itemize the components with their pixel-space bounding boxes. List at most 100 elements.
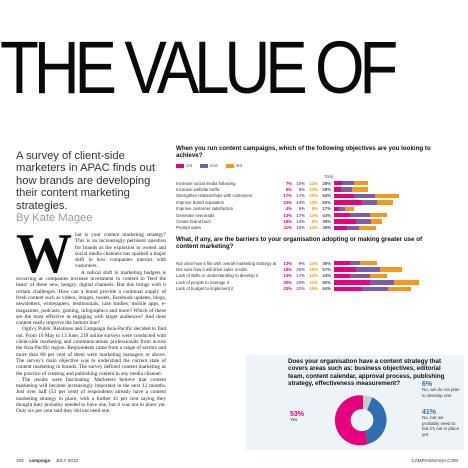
rank-1-value: 13%	[283, 273, 292, 279]
rank-3-value: 13%	[309, 199, 318, 205]
q1-chart: Increase social media following 7% 10% 11% 2…	[176, 180, 468, 231]
rank-3-value: 19%	[309, 267, 318, 273]
bar-segment-2	[347, 225, 360, 231]
q1-row: Create brand buzz 18% 13% 9% 39%	[176, 218, 468, 225]
q1-title: When you run content campaigns, which of…	[176, 145, 431, 160]
row-label: Prompt sales	[176, 225, 202, 231]
rank-2-value: 9%	[298, 187, 305, 193]
body-paragraph: hat is your content marketing strategy? …	[75, 232, 166, 270]
bar-segment-1	[334, 219, 356, 224]
row-label: Increase website traffic	[176, 187, 220, 193]
bar-segment-2	[370, 280, 394, 285]
donut-label-no: 6% No, we do not plan to develop one	[422, 381, 460, 398]
q1-row: Strengthen relationships with customers 1…	[176, 193, 468, 199]
footer-left: 106 campaign JULY 2013	[16, 458, 78, 463]
body-paragraph: The results were fascinating. Marketers …	[16, 376, 166, 415]
bar-segment-1	[334, 261, 350, 266]
footer-site: CAMPAIGNASIA.COM	[411, 458, 458, 463]
rank-3-value: 20%	[309, 193, 318, 199]
bar-segment-2	[355, 219, 372, 224]
q2-row: Not clear how it fits with overall marke…	[176, 260, 468, 266]
bar-segment-2	[349, 273, 370, 279]
rank-1-value: 7%	[285, 180, 292, 186]
total-value: 28%	[322, 187, 331, 193]
rank-2-value: 13%	[296, 199, 305, 205]
donut-slice-1	[334, 395, 368, 446]
total-value: 60%	[322, 279, 331, 285]
rank-3-value: 14%	[309, 225, 318, 231]
page-number: 106	[16, 458, 24, 463]
total-value: 28%	[322, 180, 331, 186]
bar-segment-1	[334, 280, 370, 285]
q1-legend: 1st 2nd 3rd	[176, 163, 242, 168]
total-value: 57%	[322, 267, 331, 273]
q1-row: Improve brand reputation 23% 13% 13% 50%	[176, 199, 468, 206]
rank-2-value: 10%	[296, 225, 305, 231]
bar-segment-1	[334, 286, 362, 291]
rank-3-value: 14%	[309, 260, 318, 266]
bar-segment-2	[349, 261, 361, 266]
rank-2-value: 22%	[296, 286, 305, 292]
q1-row: Prompt sales 11% 10% 14% 36%	[176, 225, 468, 231]
bar-segment-1	[334, 206, 339, 211]
legend-swatch	[225, 163, 234, 168]
row-label: Not clear how it fits with overall marke…	[176, 260, 277, 266]
rank-1-value: 17%	[283, 193, 292, 199]
bar-segment-2	[354, 193, 375, 199]
rank-1-value: 6%	[285, 187, 292, 193]
rank-3-value: 11%	[309, 180, 318, 186]
row-label: Generate new leads	[176, 212, 215, 218]
body-paragraph: Ogilvy Public Relations and Campaign Asi…	[16, 326, 166, 377]
rank-2-value: 17%	[296, 212, 305, 218]
row-label: Lack of budget to implement it	[176, 286, 234, 292]
row-label: Not sure how it will drive sales results	[176, 267, 248, 273]
bar-segment-2	[361, 286, 388, 291]
bar-segment-1	[334, 181, 343, 186]
bar-segment-2	[361, 200, 378, 205]
row-label: Increase social media following	[176, 180, 236, 186]
bar-segment-3	[352, 187, 368, 192]
bar-segment-3	[344, 206, 355, 211]
q2-chart: Not clear how it fits with overall marke…	[176, 260, 468, 292]
rank-1-value: 13%	[283, 212, 292, 218]
legend-item-3rd: 3rd	[225, 163, 242, 168]
q1-row: Increase website traffic 6% 9% 13% 28%	[176, 186, 468, 193]
rank-1-value: 18%	[283, 267, 292, 273]
bar-segment-1	[334, 273, 350, 279]
bar-segment-3	[377, 200, 393, 205]
byline: By Kate Magee	[16, 212, 93, 224]
total-value: 36%	[322, 225, 331, 231]
rank-3-value: 8%	[311, 206, 318, 212]
bar-segment-2	[355, 267, 380, 272]
total-value: 50%	[322, 199, 331, 205]
rank-1-value: 23%	[283, 199, 292, 205]
bar-segment-3	[388, 286, 411, 291]
rank-1-value: 30%	[283, 279, 292, 285]
donut-label-yes: 53% Yes	[290, 411, 305, 423]
dropcap: W	[16, 223, 72, 285]
donut-slice-2	[365, 397, 387, 445]
footer-issue: JULY 2013	[55, 458, 78, 463]
bar-segment-3	[370, 273, 387, 279]
bar-segment-3	[379, 267, 403, 272]
bar-segment-3	[359, 225, 376, 231]
rank-2-value: 13%	[296, 219, 305, 225]
bar-segment-2	[341, 187, 352, 192]
bar-segment-1	[334, 225, 348, 231]
rank-1-value: 23%	[283, 286, 292, 292]
legend-swatch	[200, 163, 209, 168]
q2-row: Lack of people to manage it 30% 20% 21% 60%	[176, 279, 468, 286]
bar-segment-3	[354, 181, 368, 186]
rank-3-value: 14%	[309, 212, 318, 218]
bar-segment-1	[334, 187, 342, 192]
bar-segment-1	[334, 212, 350, 218]
rank-2-value: 17%	[296, 273, 305, 279]
row-label: Improve brand reputation	[176, 199, 225, 205]
rank-2-value: 10%	[296, 180, 305, 186]
total-value: 36%	[322, 260, 331, 266]
total-value: 54%	[322, 193, 331, 199]
donut-label-no-but: 41% No, but we probably need to but it's …	[422, 409, 460, 437]
headline: THE VALUE OF	[0, 28, 398, 108]
q2-row: Lack of skills or understanding to devel…	[176, 273, 468, 279]
q1-row: Increase social media following 7% 10% 11% 2…	[176, 180, 468, 186]
